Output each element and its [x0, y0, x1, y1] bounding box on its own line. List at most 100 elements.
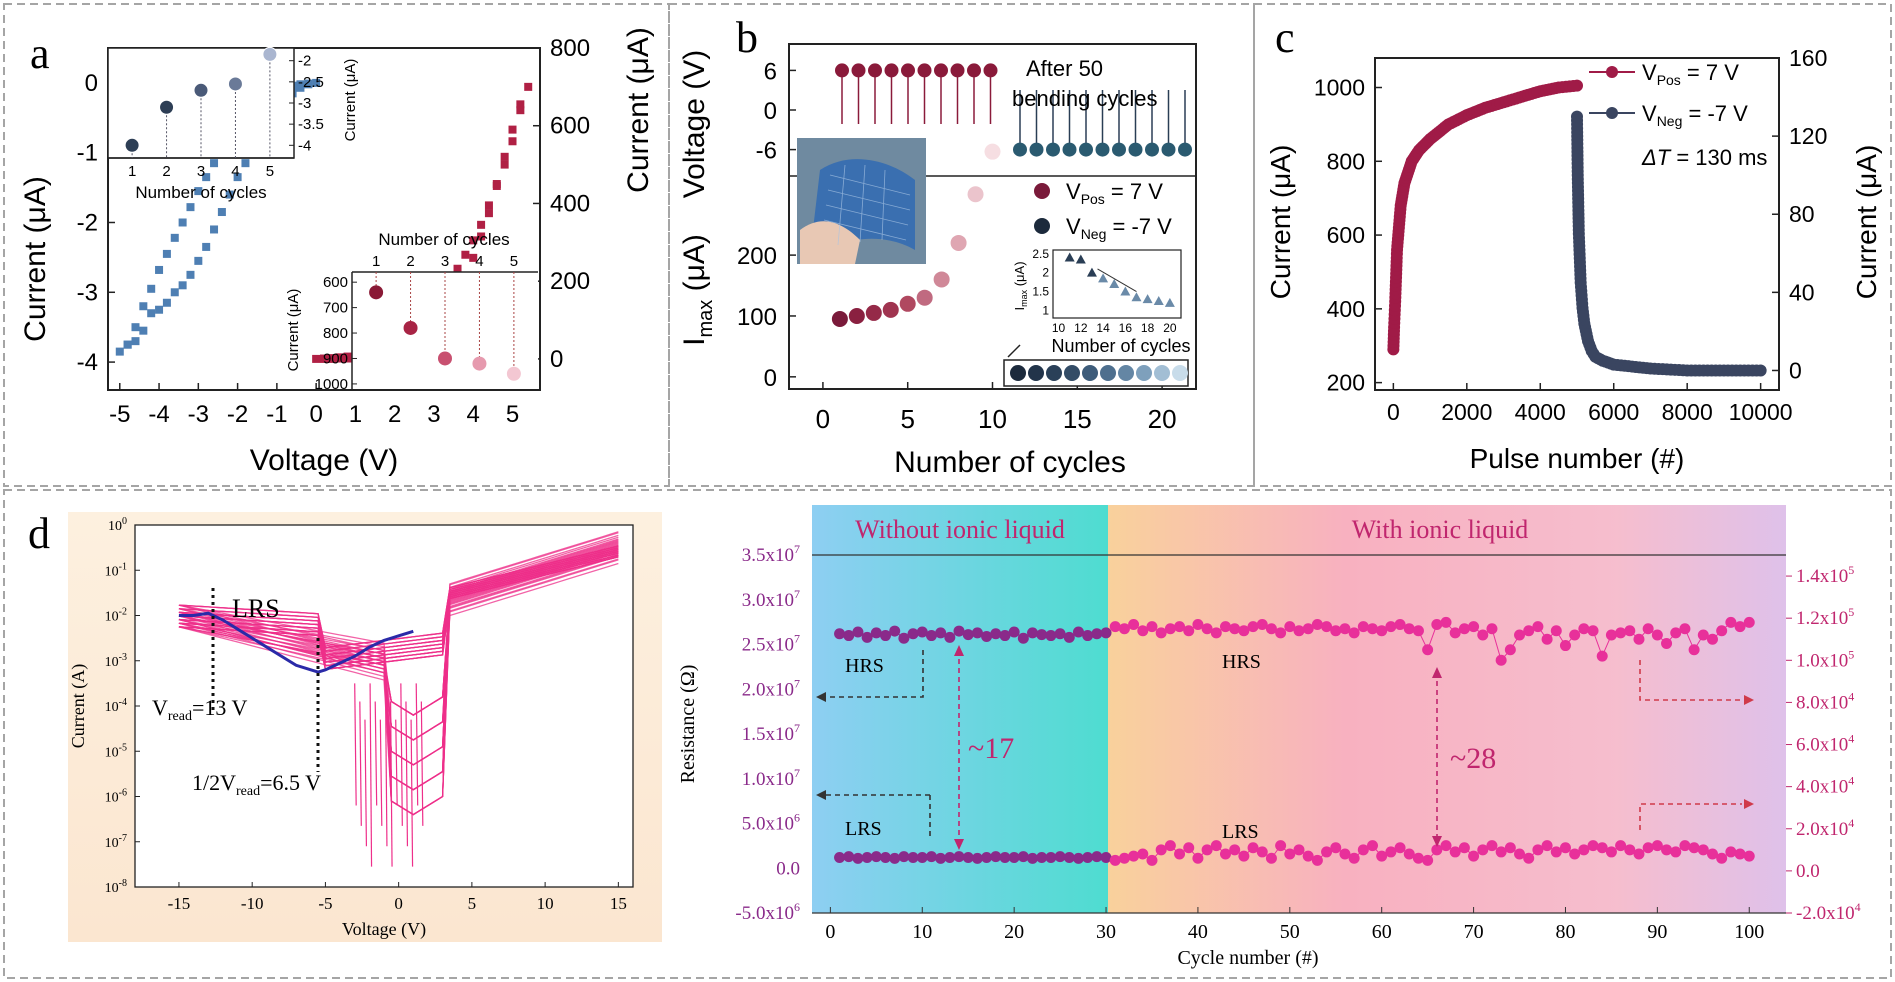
- chart-d2-xlabel: Cycle number (#): [1177, 947, 1318, 969]
- data-point: [343, 354, 352, 363]
- hrs-right-point: [1219, 621, 1231, 633]
- hrs-left-point: [1082, 630, 1094, 642]
- y-tick-label-right: 200: [550, 268, 590, 295]
- inset-b-point: [1098, 273, 1109, 283]
- chart-d2: Without ionic liquid With ionic liquid 0…: [677, 505, 1861, 969]
- negative-pulse-head: [1145, 142, 1159, 157]
- lrs-right-point: [1468, 850, 1480, 862]
- hrs-right-point: [1449, 627, 1461, 639]
- lrs-right-point: [1615, 840, 1627, 852]
- x-tick-label: 8000: [1662, 399, 1713, 425]
- y-tick-label-right: 2.0x104: [1796, 816, 1854, 840]
- spike-trace: [384, 683, 388, 847]
- chart-b-xlabel: Number of cycles: [894, 446, 1126, 479]
- data-point: [170, 288, 179, 297]
- hrs-right-point: [1477, 629, 1489, 641]
- imax-point: [967, 186, 984, 203]
- chart-d1-half-vread-label: 1/2Vread=6.5 V: [192, 770, 321, 799]
- hrs-right-point: [1725, 616, 1737, 628]
- lrs-right-point: [1514, 848, 1526, 860]
- chart-c-annotation: ΔT = 130 ms: [1641, 145, 1767, 170]
- frame-d: [3, 489, 1892, 979]
- lrs-right-point: [1688, 842, 1700, 854]
- hrs-left-point: [916, 626, 928, 638]
- data-point: [233, 173, 242, 182]
- lrs-right-point: [1633, 848, 1645, 860]
- chart-d2-lrs-right: LRS: [1222, 821, 1259, 843]
- inset-top-tick-label: -2.5: [298, 74, 324, 91]
- lrs-left-point: [999, 852, 1011, 864]
- y-tick-label-right: 4.0x104: [1796, 774, 1854, 798]
- legend-c-vpos-marker: [1606, 66, 1618, 78]
- hrs-right-point: [1183, 625, 1195, 637]
- inset-top-tick-label: -3.5: [298, 116, 324, 133]
- lrs-left-point: [916, 852, 928, 864]
- inset-b-xtick-label: 14: [1096, 321, 1110, 335]
- chart-b-imax-series: [831, 143, 1001, 328]
- chart-d2-arrowheads: [816, 645, 1754, 850]
- chart-c-x-ticks: 0 2000 4000 6000 8000 10000: [1387, 383, 1793, 425]
- chart-b-voltage-ticks: 6 0 -6: [756, 58, 796, 165]
- chart-a-x-ticks: -5 -4 -3 -2 -1 0 1 2 3 4 5: [109, 383, 519, 428]
- inset-bottom-xtick-label: 4: [475, 253, 483, 270]
- y-tick-label-right: -2.0x104: [1796, 900, 1861, 924]
- x-tick-label: 5: [900, 404, 914, 434]
- strip-point: [1136, 365, 1152, 381]
- hrs-right-point: [1468, 621, 1480, 633]
- lrs-right-point: [1458, 842, 1470, 854]
- lrs-right-point: [1422, 854, 1434, 866]
- positive-pulse-head: [967, 63, 981, 78]
- legend-c-vneg-marker: [1606, 107, 1618, 119]
- x-tick-label: -1: [266, 401, 287, 428]
- lrs-right-point: [1523, 852, 1535, 864]
- lrs-right-point: [1642, 842, 1654, 854]
- data-point: [202, 173, 211, 182]
- chart-d2-ticks: 0 10 20 30 40 50 60 70 80 90 100 3.5x107 3.0x107 2.5x…: [735, 542, 1860, 943]
- hrs-right-point: [1348, 627, 1360, 639]
- chart-b-voltage-pulses: [835, 63, 1192, 157]
- inset-b-point: [1153, 296, 1164, 305]
- y-tick-label: 10-4: [105, 697, 127, 715]
- hrs-right-point: [1661, 637, 1673, 649]
- chart-a-ylabel-left: Current (μA): [19, 176, 52, 342]
- spike-trace: [410, 719, 414, 867]
- inset-bottom-point: [506, 366, 521, 381]
- inset-b-xtick-label: 18: [1141, 321, 1155, 335]
- lrs-right-point: [1743, 850, 1755, 862]
- hrs-right-point: [1229, 623, 1241, 635]
- sweep-curve: [178, 552, 619, 663]
- chart-d1-lrs-label: LRS: [232, 594, 280, 623]
- x-tick-label: 10: [912, 921, 932, 943]
- lrs-right-point: [1440, 840, 1452, 852]
- data-point: [320, 354, 328, 363]
- lrs-right-point: [1559, 842, 1571, 854]
- y-tick-label-right: 0.0: [1796, 861, 1820, 882]
- inset-b-points: 2.5 2 1.5 110 12 14 16 18 20: [1032, 247, 1177, 335]
- inset-b-point: [1142, 294, 1153, 304]
- lrs-right-point: [1183, 842, 1195, 854]
- strip-point: [1028, 365, 1044, 381]
- y-tick-label-left: 0: [85, 70, 98, 97]
- chart-b-ylabel-bottom: Imax (μA): [678, 234, 717, 346]
- x-tick-label: 4: [467, 401, 480, 428]
- data-point: [210, 159, 219, 168]
- hrs-left-point: [1072, 626, 1084, 638]
- panel-frames: [3, 3, 1892, 979]
- hrs-right-point: [1265, 623, 1277, 635]
- chart-c-y-ticks-right: 0 40 80 120 160: [1772, 45, 1827, 383]
- data-point: [469, 236, 478, 245]
- inset-b-point: [1120, 286, 1131, 296]
- lrs-left-point: [898, 851, 910, 863]
- data-point: [147, 284, 156, 293]
- imax-point: [882, 301, 899, 318]
- hrs-left-point: [1017, 632, 1029, 644]
- sweep-curve: [178, 543, 619, 716]
- x-tick-label: 3: [427, 401, 440, 428]
- data-point: [123, 340, 132, 349]
- hrs-right-point: [1633, 633, 1645, 645]
- y-tick-label-left: 600: [1327, 222, 1365, 248]
- y-tick-label-left: 3.5x107: [742, 542, 800, 566]
- lrs-right-point: [1449, 846, 1461, 858]
- x-tick-label: 0: [394, 894, 403, 913]
- panel-letter-c: c: [1275, 13, 1295, 62]
